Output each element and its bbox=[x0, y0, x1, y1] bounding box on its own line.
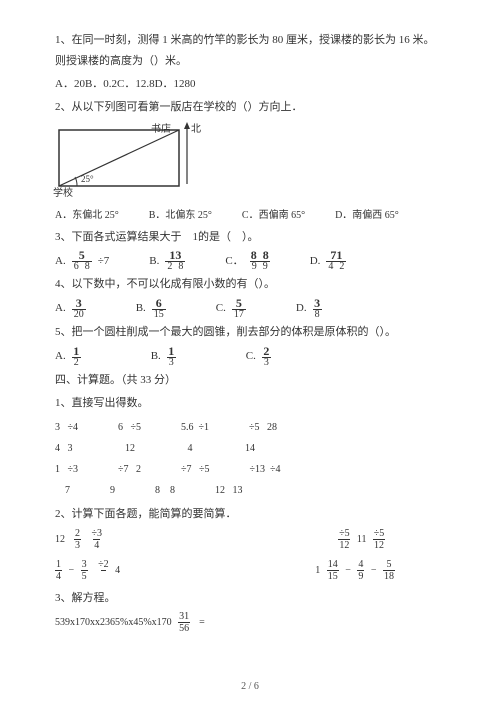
c3-expr: 539x170xx2365%x45%x170 3156 = bbox=[55, 611, 445, 634]
north-label: 北 bbox=[191, 120, 201, 139]
school-label: 学校 bbox=[53, 184, 73, 203]
q5-text: 5、把一个圆柱削成一个最大的圆锥，削去部分的体积是原体积的（）。 bbox=[55, 322, 445, 343]
q1-options: A．20B．0.2C．12.8D．1280 bbox=[55, 74, 445, 95]
section4-title: 四、计算题。（共 33 分） bbox=[55, 370, 445, 391]
c1-table: 3 ÷46 ÷55.6 ÷1÷5 28 4 3 12 4 14 1 ÷3÷7 2… bbox=[55, 418, 445, 500]
q4-text: 4、以下数中，不可以化成有限小数的有（）。 bbox=[55, 274, 445, 295]
c3-text: 3、解方程。 bbox=[55, 588, 445, 609]
q1-text: 1、在同一时刻，测得 1 米高的竹竿的影长为 80 厘米，授课楼的影长为 16 … bbox=[55, 30, 445, 72]
q3-text: 3、下面各式运算结果大于 1的是（ ）。 bbox=[55, 227, 445, 248]
c1-text: 1、直接写出得数。 bbox=[55, 393, 445, 414]
q2-diagram: 25° 书店 北 学校 bbox=[55, 122, 205, 202]
c2-row1: 12 23 ÷34 ÷512 11 ÷512 bbox=[55, 528, 445, 551]
c2-row2: 14 − 35 ÷2 4 1 1415 − 49 − 518 bbox=[55, 559, 445, 582]
svg-text:25°: 25° bbox=[81, 174, 94, 184]
q5-options: A.12 B.13 C.23 bbox=[55, 345, 445, 368]
page-number: 2 / 6 bbox=[0, 681, 500, 692]
c2-text: 2、计算下面各题，能简算的要简算． bbox=[55, 504, 445, 525]
q2-text: 2、从以下列图可看第一版店在学校的（）方向上． bbox=[55, 97, 445, 118]
q4-options: A.320 B.615 C.517 D.38 bbox=[55, 297, 445, 320]
q2-options: A．东偏北 25° B．北偏东 25° C．西偏南 65° D．南偏西 65° bbox=[55, 206, 445, 225]
bookstore-label: 书店 bbox=[151, 120, 171, 139]
q3-options: A.568÷7 B.1328 C．8 899 D.7142 bbox=[55, 249, 445, 272]
